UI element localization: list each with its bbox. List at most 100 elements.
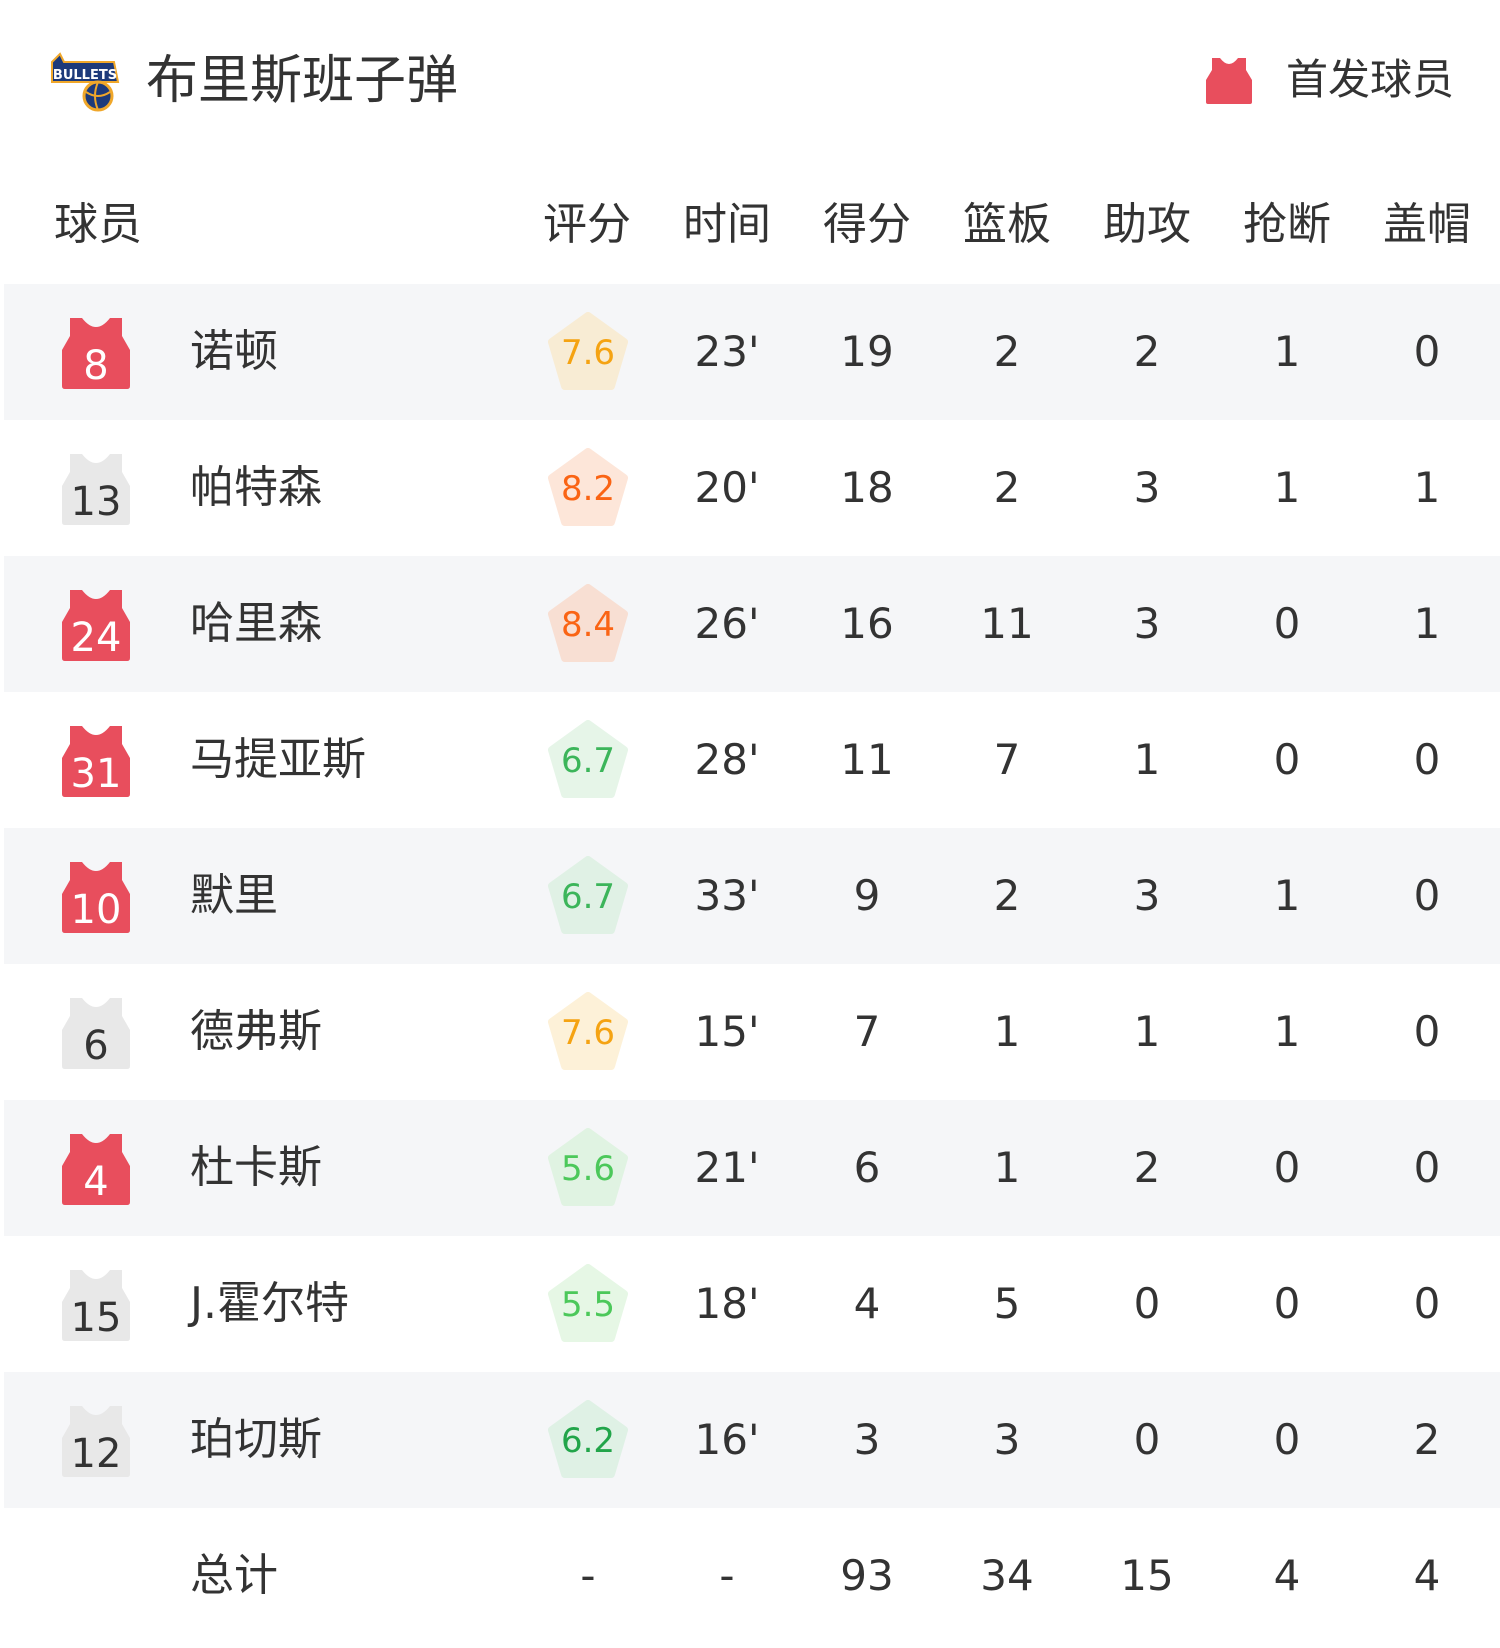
cell-points: 3 (853, 1415, 881, 1464)
cell-rebounds: 1 (993, 1007, 1021, 1056)
player-name[interactable]: 德弗斯 (190, 1006, 322, 1057)
jersey-number-icon: 10 (60, 860, 132, 934)
player-row[interactable]: 6 德弗斯 7.6 15' 7 1 1 1 0 (4, 964, 1500, 1100)
rating-badge: 7.6 (548, 992, 628, 1072)
rating-badge: 5.5 (548, 1264, 628, 1344)
player-row[interactable]: 24 哈里森 8.4 26' 16 11 3 0 1 (4, 556, 1500, 692)
cell-assists: 2 (1133, 327, 1161, 376)
cell-minutes: 16' (694, 1415, 760, 1464)
jersey-number: 12 (70, 1431, 122, 1477)
cell-rebounds: 34 (980, 1551, 1034, 1600)
cell-blocks: 0 (1413, 1143, 1441, 1192)
player-row[interactable]: 4 杜卡斯 5.6 21' 6 1 2 0 0 (4, 1100, 1500, 1236)
jersey-number: 10 (70, 887, 122, 933)
rating-badge: 6.2 (548, 1400, 628, 1480)
team-header: BULLETS 布里斯班子弹 首发球员 (0, 0, 1500, 170)
rating-badge: 6.7 (548, 856, 628, 936)
cell-steals: 0 (1273, 1143, 1301, 1192)
cell-assists: 1 (1133, 735, 1161, 784)
total-row: 总计 - - 93 34 15 4 4 (4, 1508, 1500, 1644)
cell-steals: 1 (1273, 871, 1301, 920)
cell-rebounds: 11 (980, 599, 1034, 648)
cell-assists: 0 (1133, 1279, 1161, 1328)
cell-points: 19 (840, 327, 894, 376)
player-name[interactable]: 默里 (190, 870, 278, 921)
rating-value: 5.6 (560, 1149, 616, 1189)
cell-rebounds: 5 (993, 1279, 1021, 1328)
cell-blocks: 0 (1413, 1007, 1441, 1056)
cell-points: 6 (853, 1143, 881, 1192)
player-name[interactable]: 马提亚斯 (190, 734, 366, 785)
rating-value: 8.4 (560, 605, 616, 645)
team-logo: BULLETS (48, 52, 120, 116)
svg-text:BULLETS: BULLETS (53, 68, 117, 83)
cell-assists: 3 (1133, 871, 1161, 920)
cell-rebounds: 3 (993, 1415, 1021, 1464)
col-rebounds: 篮板 (963, 199, 1051, 250)
jersey-number: 24 (70, 615, 122, 661)
rating-value: 8.2 (560, 469, 616, 509)
player-row[interactable]: 12 珀切斯 6.2 16' 3 3 0 0 2 (4, 1372, 1500, 1508)
player-name[interactable]: J.霍尔特 (190, 1278, 349, 1329)
cell-points: 16 (840, 599, 894, 648)
cell-blocks: 4 (1413, 1551, 1441, 1600)
player-row[interactable]: 31 马提亚斯 6.7 28' 11 7 1 0 0 (4, 692, 1500, 828)
rating-badge: 6.7 (548, 720, 628, 800)
cell-minutes: 20' (694, 463, 760, 512)
starter-legend-label: 首发球员 (1285, 55, 1454, 104)
player-name[interactable]: 诺顿 (190, 326, 278, 377)
player-name[interactable]: 帕特森 (190, 462, 322, 513)
cell-points: 7 (853, 1007, 881, 1056)
cell-blocks: 0 (1413, 1279, 1441, 1328)
cell-minutes: - (719, 1551, 735, 1600)
player-row[interactable]: 13 帕特森 8.2 20' 18 2 3 1 1 (4, 420, 1500, 556)
player-name[interactable]: 珀切斯 (190, 1414, 322, 1465)
cell-steals: 1 (1273, 463, 1301, 512)
column-headers: 球员 评分 时间 得分 篮板 助攻 抢断 盖帽 (0, 190, 1500, 260)
total-label: 总计 (190, 1550, 278, 1601)
cell-minutes: 23' (694, 327, 760, 376)
player-name[interactable]: 杜卡斯 (190, 1142, 322, 1193)
rating-badge: 7.6 (548, 312, 628, 392)
jersey-number-icon: 24 (60, 588, 132, 662)
cell-points: 9 (853, 871, 881, 920)
jersey-number-icon: 4 (60, 1132, 132, 1206)
jersey-number-icon: 15 (60, 1268, 132, 1342)
cell-minutes: 33' (694, 871, 760, 920)
jersey-number: 13 (70, 479, 122, 525)
cell-assists: 3 (1133, 599, 1161, 648)
cell-points: 4 (853, 1279, 881, 1328)
cell-points: 93 (840, 1551, 894, 1600)
col-rating: 评分 (543, 199, 631, 250)
rating-badge: 8.2 (548, 448, 628, 528)
rating-badge: 8.4 (548, 584, 628, 664)
cell-assists: 15 (1120, 1551, 1174, 1600)
cell-rebounds: 2 (993, 463, 1021, 512)
player-row[interactable]: 15 J.霍尔特 5.5 18' 4 5 0 0 0 (4, 1236, 1500, 1372)
cell-rebounds: 2 (993, 327, 1021, 376)
cell-blocks: 1 (1413, 599, 1441, 648)
cell-assists: 3 (1133, 463, 1161, 512)
player-row[interactable]: 8 诺顿 7.6 23' 19 2 2 1 0 (4, 284, 1500, 420)
cell-blocks: 0 (1413, 735, 1441, 784)
cell-assists: 2 (1133, 1143, 1161, 1192)
cell-minutes: 15' (694, 1007, 760, 1056)
rating-value: 7.6 (560, 1013, 616, 1053)
col-assists: 助攻 (1103, 199, 1191, 250)
cell-minutes: 21' (694, 1143, 760, 1192)
player-row[interactable]: 10 默里 6.7 33' 9 2 3 1 0 (4, 828, 1500, 964)
jersey-number-icon: 13 (60, 452, 132, 526)
col-blocks: 盖帽 (1383, 199, 1471, 250)
cell-steals: 0 (1273, 1415, 1301, 1464)
cell-steals: 0 (1273, 599, 1301, 648)
cell-minutes: 28' (694, 735, 760, 784)
cell-rebounds: 2 (993, 871, 1021, 920)
cell-steals: 1 (1273, 1007, 1301, 1056)
col-player: 球员 (54, 199, 142, 250)
rating-value: 6.7 (560, 741, 616, 781)
jersey-number: 8 (83, 343, 109, 389)
player-name[interactable]: 哈里森 (190, 598, 322, 649)
jersey-number: 31 (70, 751, 122, 797)
cell-rebounds: 1 (993, 1143, 1021, 1192)
jersey-number-icon: 31 (60, 724, 132, 798)
